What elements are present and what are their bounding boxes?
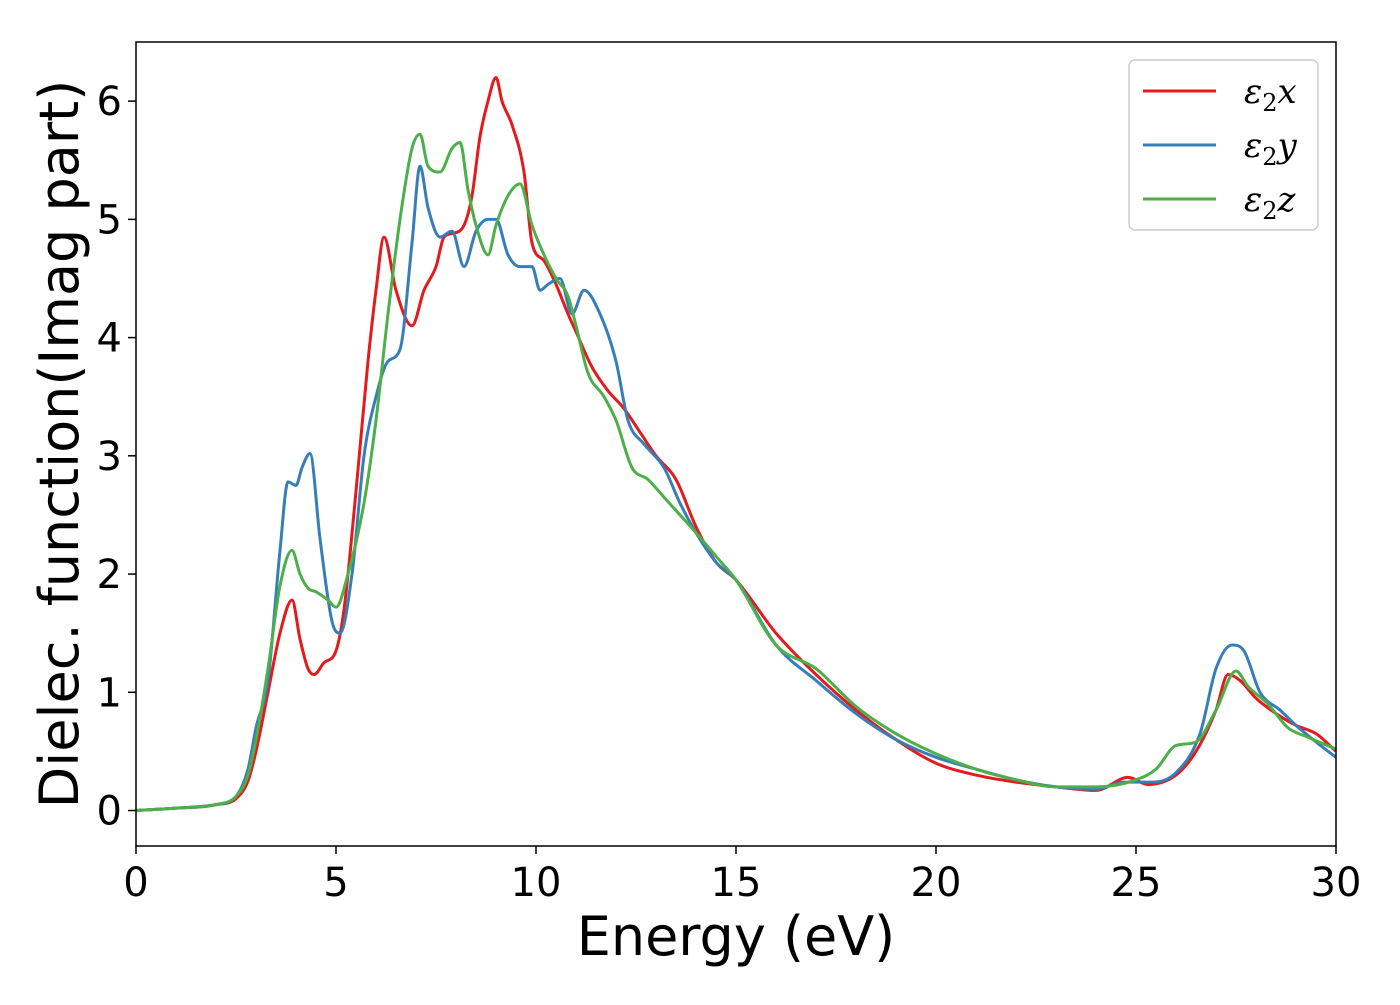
y-axis-title: Dielec. function(Imag part) <box>28 80 91 809</box>
y-tick-label: 2 <box>97 552 122 598</box>
legend-label-z: ε2z <box>1244 180 1297 225</box>
legend-label-y: ε2y <box>1244 126 1298 171</box>
x-tick-label: 5 <box>323 860 348 906</box>
legend-label-x: ε2x <box>1244 72 1297 117</box>
legend: ε2x ε2y ε2z <box>1128 59 1319 231</box>
y-tick-label: 5 <box>97 197 122 243</box>
x-tick-label: 25 <box>1111 860 1162 906</box>
x-tick-label: 0 <box>123 860 148 906</box>
series-line-z <box>136 132 1336 813</box>
y-axis-ticks: 0 1 2 3 4 5 6 <box>97 79 136 835</box>
x-tick-label: 10 <box>511 860 562 906</box>
legend-box <box>1128 59 1319 231</box>
series-line-x <box>136 75 1336 813</box>
series-line-y <box>136 164 1336 813</box>
x-tick-label: 15 <box>711 860 762 906</box>
y-tick-label: 6 <box>97 79 122 125</box>
y-tick-label: 1 <box>97 670 122 716</box>
x-tick-label: 20 <box>911 860 962 906</box>
x-axis-ticks: 0 5 10 15 20 25 30 <box>123 846 1361 906</box>
series-layer <box>136 75 1336 813</box>
x-axis-title: Energy (eV) <box>577 905 896 968</box>
y-tick-label: 0 <box>97 789 122 835</box>
y-tick-label: 4 <box>97 316 122 362</box>
x-tick-label: 30 <box>1311 860 1362 906</box>
y-tick-label: 3 <box>97 434 122 480</box>
